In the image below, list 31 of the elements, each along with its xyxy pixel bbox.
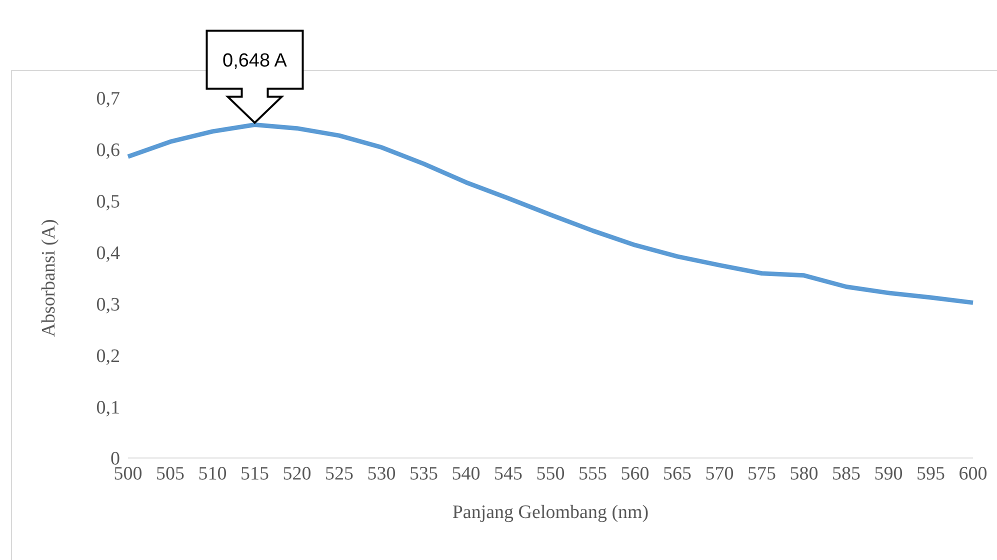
y-tick-label: 0,4 [96,243,120,264]
x-tick-label: 585 [832,463,860,484]
y-tick-label: 0,3 [96,294,120,316]
x-tick-label: 555 [578,463,607,484]
x-tick-label: 600 [958,463,988,484]
x-tick-label: 515 [240,463,269,484]
x-tick-label: 590 [874,463,903,484]
x-tick-label: 545 [494,463,522,484]
x-tick-label: 540 [452,463,480,484]
x-tick-label: 570 [705,463,734,484]
x-tick-label: 595 [916,463,945,484]
x-tick-label: 525 [325,463,354,484]
y-tick-label: 0,2 [96,346,120,367]
annotation: 0,648 A [222,50,288,72]
x-tick-label: 510 [198,463,227,484]
x-tick-label: 550 [536,463,565,484]
x-tick-label: 575 [748,463,776,484]
x-tick-label: 580 [790,463,818,484]
x-tick-label: 560 [620,463,650,484]
x-tick-label: 565 [663,463,692,484]
y-tick-label: 0,1 [96,397,120,418]
x-tick-label: 535 [410,463,438,484]
x-tick-label: 505 [156,463,184,484]
x-tick-label: 530 [367,463,396,484]
y-tick-label: 0,6 [96,140,120,162]
y-axis-title: Absorbansi (A) [38,219,60,337]
line-series [126,122,976,305]
x-axis-title: Panjang Gelombang (nm) [452,502,649,523]
x-tick-label: 520 [282,463,312,484]
y-tick-label: 0,5 [96,192,120,213]
y-tick-label: 0,7 [96,88,120,110]
